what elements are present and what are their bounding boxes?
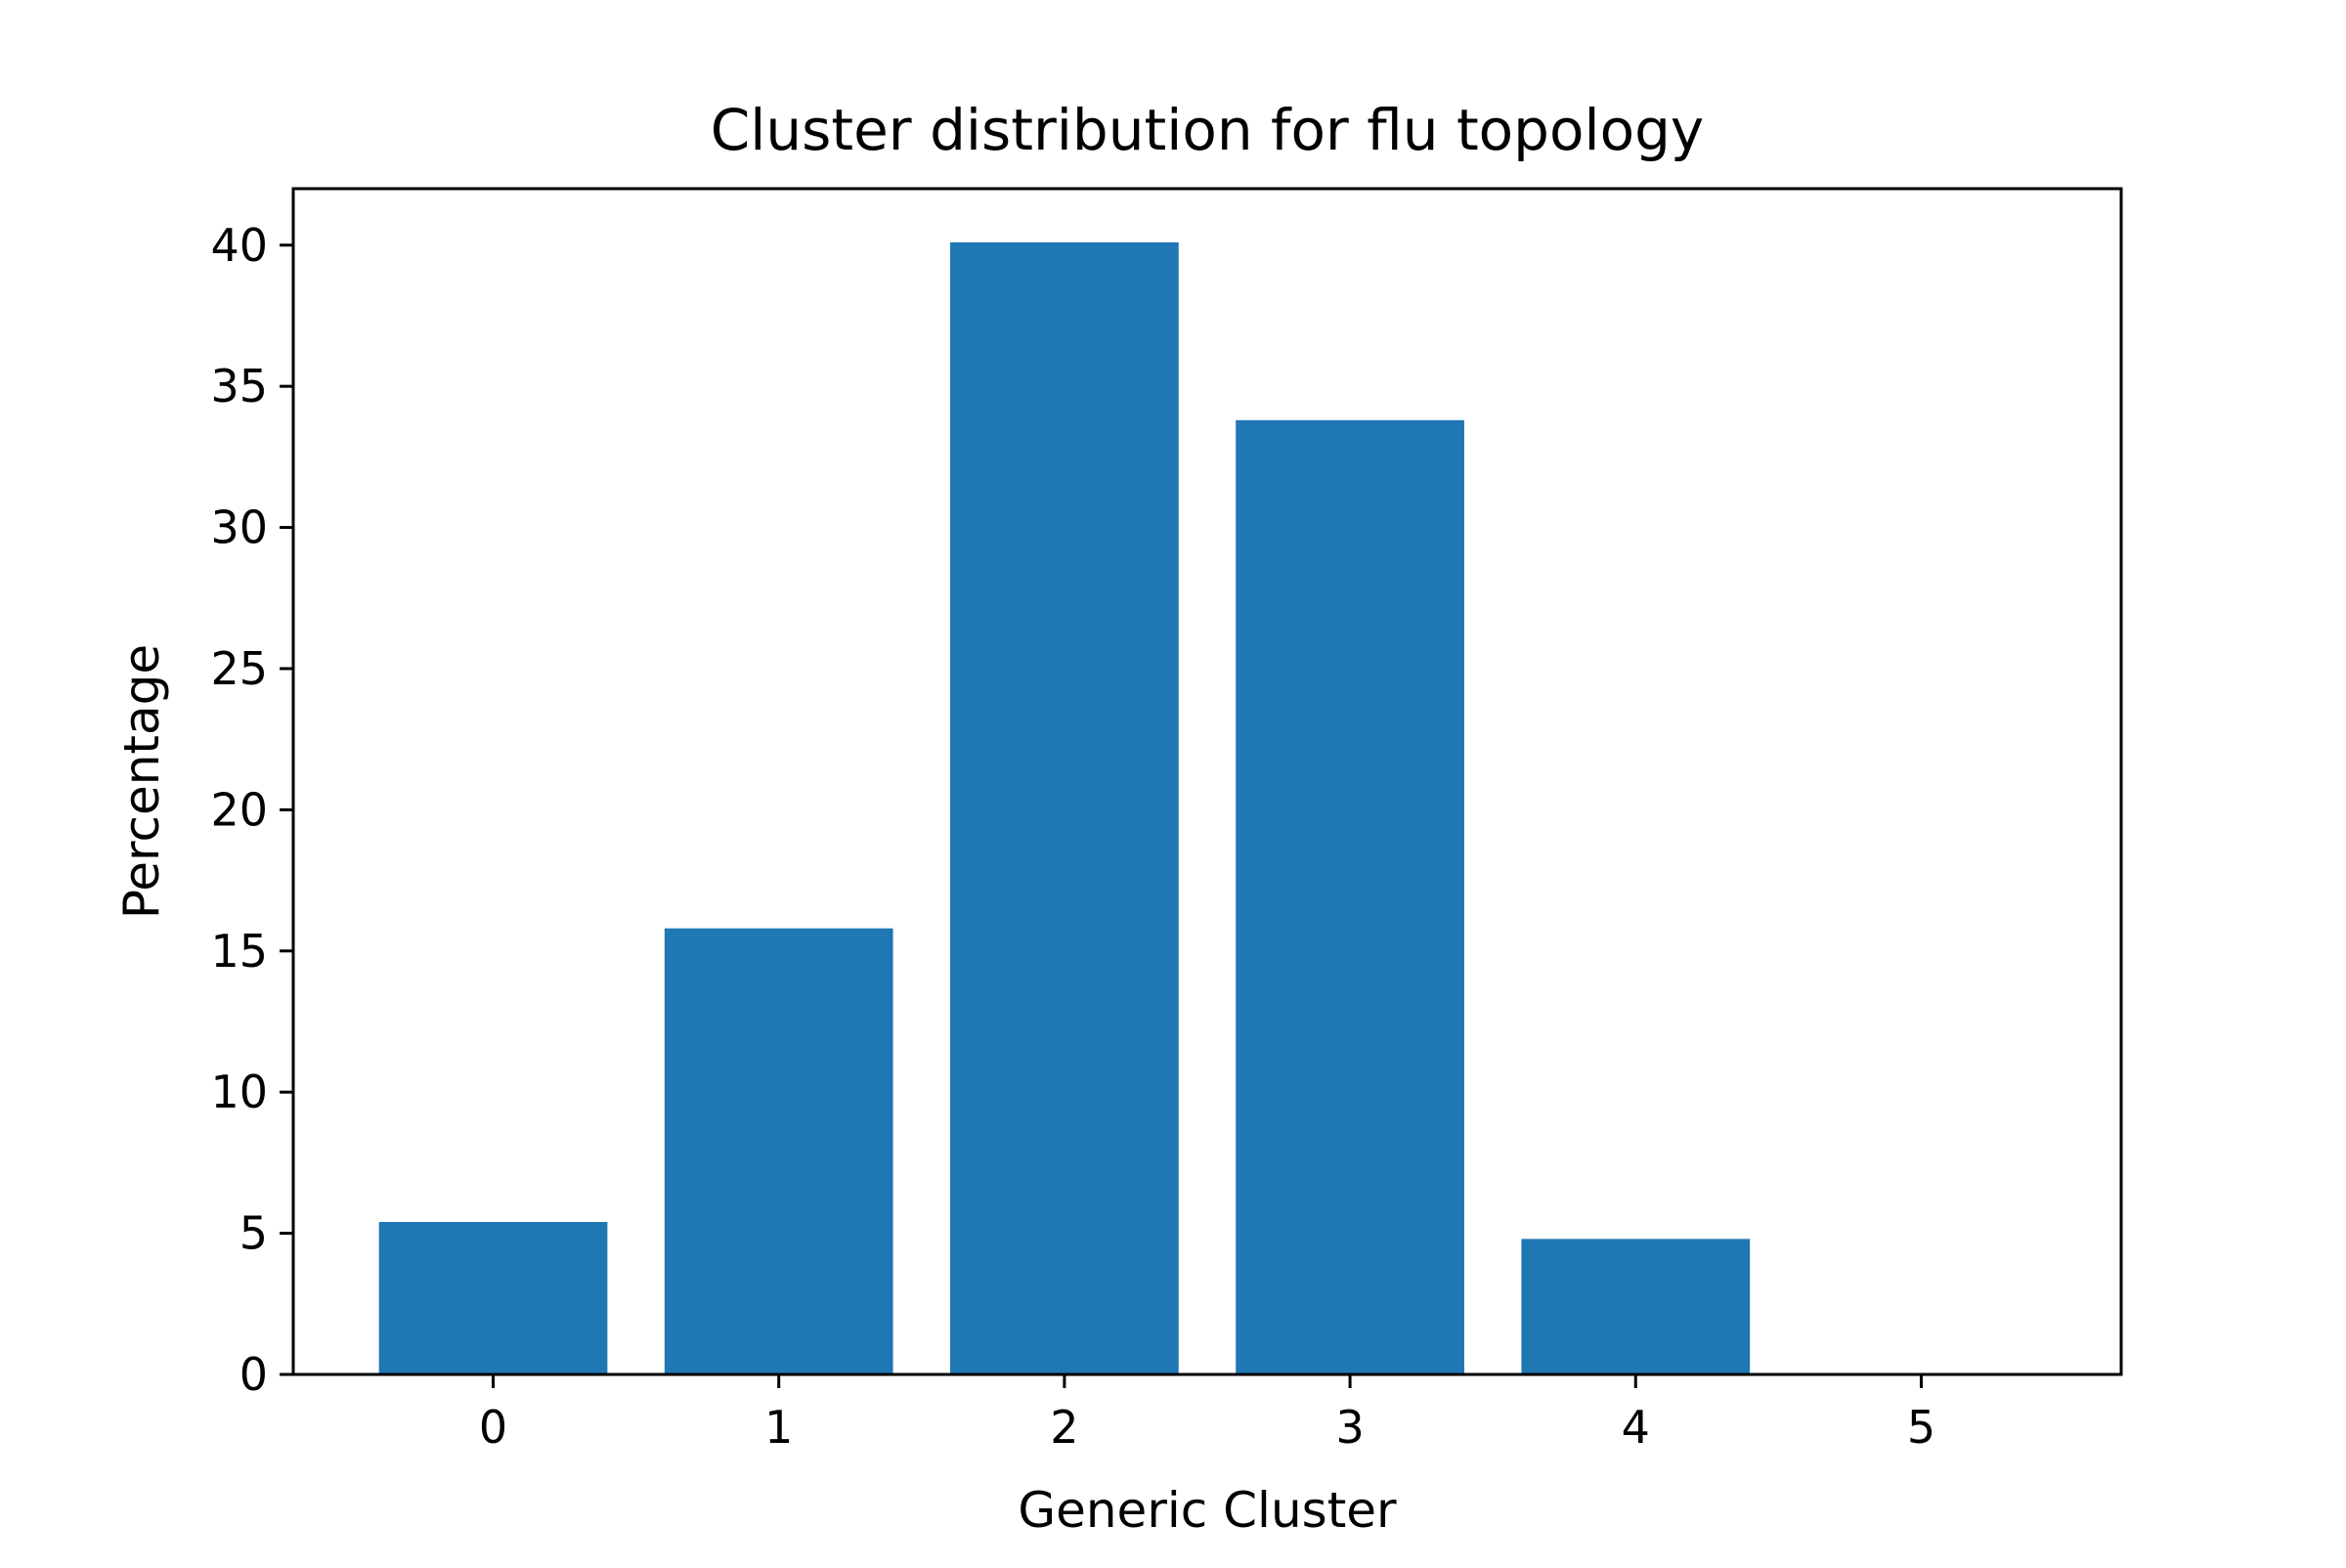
bar-cluster-4 (1521, 1239, 1751, 1374)
y-axis-label: Percentage (113, 644, 170, 919)
x-tick-label: 4 (1622, 1401, 1650, 1454)
x-axis-ticks: 0 1 2 3 4 5 (479, 1374, 1935, 1454)
x-tick-label: 5 (1907, 1401, 1935, 1454)
y-tick-label: 15 (210, 925, 268, 978)
bars-layer (378, 241, 1751, 1375)
bar-cluster-0 (378, 1222, 608, 1374)
x-tick-label: 0 (479, 1401, 507, 1454)
bar-cluster-1 (664, 928, 893, 1374)
y-tick-label: 40 (210, 219, 268, 272)
y-tick-label: 35 (210, 360, 268, 413)
y-tick-label: 5 (239, 1207, 268, 1260)
x-tick-label: 1 (764, 1401, 793, 1454)
y-tick-label: 0 (239, 1348, 268, 1401)
y-tick-label: 30 (210, 501, 268, 554)
x-tick-label: 3 (1335, 1401, 1364, 1454)
bar-cluster-3 (1236, 419, 1464, 1374)
y-tick-label: 20 (210, 783, 268, 836)
y-tick-label: 25 (210, 642, 268, 695)
chart-title: Cluster distribution for flu topology (711, 97, 1704, 163)
y-axis-ticks: 0 5 10 15 20 25 30 35 40 (210, 219, 293, 1401)
x-axis-label: Generic Cluster (1018, 1482, 1397, 1539)
plot-frame (291, 187, 2123, 1376)
x-tick-label: 2 (1050, 1401, 1078, 1454)
y-tick-label: 10 (210, 1066, 268, 1118)
bar-cluster-2 (950, 241, 1179, 1375)
